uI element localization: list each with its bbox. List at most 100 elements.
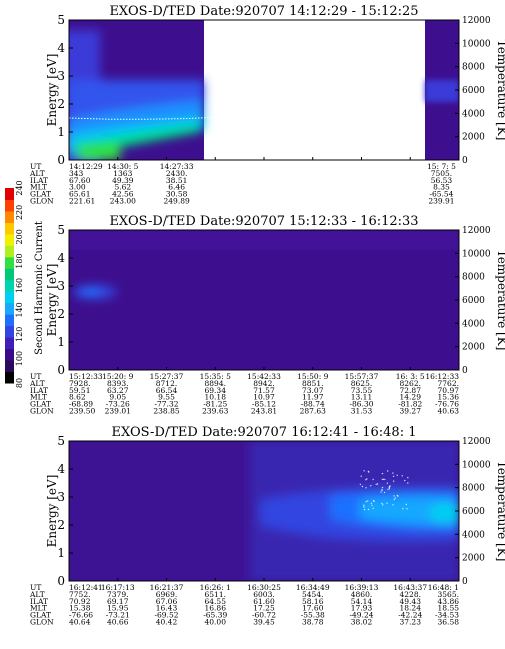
colorbar-swatch xyxy=(5,302,14,315)
temperature-point xyxy=(376,483,379,485)
panel-3-ylabel: Energy [eV] xyxy=(45,475,59,548)
panel-3-y2label: Temperature [K] xyxy=(495,461,505,562)
temperature-point xyxy=(370,485,372,487)
temperature-tick-label: 2000 xyxy=(462,343,485,353)
orbit-cell: -60.72 xyxy=(252,611,276,620)
orbit-cell: 7928. xyxy=(69,379,90,388)
orbit-cell: 64.55 xyxy=(205,597,227,606)
panel-2-axes: 0 1 2 3 4 5 0 2000 4000 6000 8000 10000 12000 xyxy=(57,223,491,377)
orbit-cell: 16:34:49 xyxy=(296,583,330,592)
temperature-point xyxy=(387,488,389,491)
orbit-cell: 66.54 xyxy=(156,386,178,395)
colorbar-swatch xyxy=(5,245,14,258)
temperature-point xyxy=(396,474,398,476)
orbit-cell: 17.93 xyxy=(351,604,373,613)
orbit-cell: 8.35 xyxy=(433,183,450,192)
orbit-cell: -65.54 xyxy=(429,190,453,199)
orbit-cell: 18.55 xyxy=(438,604,460,613)
colorbar-tick-label: 220 xyxy=(15,205,24,220)
orbit-row-label: ILAT xyxy=(30,176,48,185)
orbit-cell: 15:27:37 xyxy=(150,372,184,381)
orbit-cell: 15: 7: 5 xyxy=(427,162,456,171)
temperature-point xyxy=(366,478,368,480)
orbit-cell: 67.60 xyxy=(69,176,91,185)
orbit-row-label: GLON xyxy=(30,407,54,416)
orbit-cell: 5454. xyxy=(302,590,323,599)
orbit-cell: -65.39 xyxy=(203,611,227,620)
orbit-cell: -88.74 xyxy=(301,400,325,409)
energy-tick-label: 3 xyxy=(57,490,65,504)
orbit-cell: 15.95 xyxy=(107,604,129,613)
orbit-cell: 73.55 xyxy=(351,386,373,395)
temperature-point xyxy=(394,497,397,499)
orbit-cell: 67.06 xyxy=(156,597,178,606)
temperature-tick-label: 12000 xyxy=(462,16,491,26)
temperature-point xyxy=(404,479,406,482)
temperature-tick-label: 10000 xyxy=(462,39,491,49)
temperature-point xyxy=(392,480,395,482)
orbit-cell: 16.86 xyxy=(205,604,227,613)
orbit-cell: 1363 xyxy=(113,169,132,178)
orbit-cell: 14:12:29 xyxy=(69,162,103,171)
orbit-cell: 63.27 xyxy=(107,386,129,395)
orbit-cell: 16:12:41 xyxy=(69,583,103,592)
temperature-point xyxy=(407,482,409,484)
temperature-tick-label: 2000 xyxy=(462,554,485,564)
energy-tick-label: 5 xyxy=(57,13,65,27)
orbit-cell: 7379. xyxy=(107,590,128,599)
temperature-tick-label: 2000 xyxy=(462,133,485,143)
colorbar-tick-label: 200 xyxy=(15,229,24,244)
orbit-cell: 6.46 xyxy=(168,183,185,192)
panel-1-axes: 0 1 2 3 4 5 0 2000 4000 6000 8000 10000 12000 xyxy=(57,13,491,167)
energy-tick-label: 4 xyxy=(57,251,65,265)
orbit-cell: 8262. xyxy=(400,379,421,388)
orbit-cell: 40.66 xyxy=(107,618,129,627)
energy-tick-label: 3 xyxy=(57,69,65,83)
orbit-cell: 15:50: 9 xyxy=(297,372,329,381)
orbit-cell: 69.34 xyxy=(205,386,227,395)
orbit-row-label: UT xyxy=(30,162,41,171)
energy-tick-label: 0 xyxy=(57,574,65,588)
temperature-point xyxy=(381,478,383,480)
orbit-cell: -73.26 xyxy=(106,400,130,409)
temperature-tick-label: 6000 xyxy=(462,296,485,306)
colorbar-swatch xyxy=(5,210,14,223)
temperature-tick-label: 0 xyxy=(462,366,468,376)
orbit-cell: 31.53 xyxy=(351,407,373,416)
orbit-row-label: ILAT xyxy=(30,386,48,395)
orbit-cell: 15.38 xyxy=(69,604,91,613)
colorbar-swatch xyxy=(5,222,14,235)
orbit-cell: 16:26: 1 xyxy=(200,583,231,592)
orbit-row-label: GLON xyxy=(30,618,54,627)
colorbar-swatch xyxy=(5,256,14,269)
temperature-tick-label: 4000 xyxy=(462,319,485,329)
colorbar-tick-label: 240 xyxy=(15,180,24,195)
panel-1-temperature-trace xyxy=(69,116,214,120)
orbit-cell: -81.82 xyxy=(398,400,422,409)
orbit-cell: 40.63 xyxy=(438,407,460,416)
panel-1: EXOS-D/TED Date:920707 14:12:29 - 15:12:… xyxy=(29,4,505,206)
orbit-cell: 6969. xyxy=(156,590,177,599)
colorbar-tick-label: 160 xyxy=(15,278,24,293)
orbit-cell: 15.36 xyxy=(438,393,460,402)
energy-tick-label: 5 xyxy=(57,223,65,237)
energy-tick-label: 5 xyxy=(57,434,65,448)
orbit-row-label: MLT xyxy=(30,183,47,192)
temperature-tick-label: 6000 xyxy=(462,86,485,96)
colorbar-tick-label: 180 xyxy=(15,253,24,268)
panel-2-plot-area xyxy=(69,230,459,370)
temperature-point xyxy=(393,495,395,497)
panel-1-right-band xyxy=(425,80,459,102)
orbit-cell: 49.39 xyxy=(112,176,134,185)
temperature-point xyxy=(386,482,389,484)
panel-1-y2label: Temperature [K] xyxy=(495,40,505,141)
colorbar-tick-label: 80 xyxy=(15,378,24,388)
temperature-point xyxy=(365,501,367,503)
orbit-cell: -49.24 xyxy=(349,611,373,620)
orbit-cell: -34.53 xyxy=(435,611,459,620)
orbit-cell: 14:30: 5 xyxy=(107,162,139,171)
temperature-point xyxy=(372,507,374,509)
orbit-cell: -69.52 xyxy=(154,611,178,620)
temperature-point xyxy=(380,491,382,493)
orbit-cell: 8894. xyxy=(205,379,226,388)
